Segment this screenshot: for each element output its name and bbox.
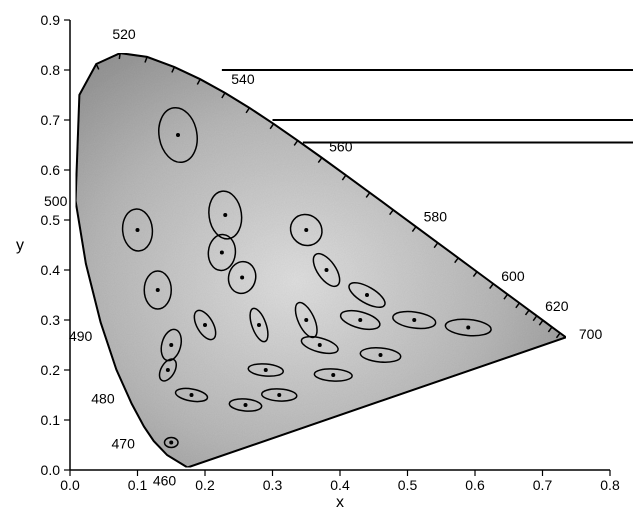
x-tick-label: 0.1 [128, 477, 148, 493]
ellipse-center [331, 373, 335, 377]
ellipse-center [156, 288, 160, 292]
ellipse-center [240, 276, 244, 280]
ellipse-center [220, 251, 224, 255]
x-tick-label: 0.3 [263, 477, 283, 493]
ellipse-center [466, 326, 470, 330]
y-tick-label: 0.9 [41, 12, 61, 28]
ellipse-center [176, 133, 180, 137]
ellipse-center [412, 318, 416, 322]
x-axis-label: x [336, 494, 344, 507]
y-tick-label: 0.3 [41, 312, 61, 328]
y-tick-label: 0.1 [41, 412, 61, 428]
ellipse-center [190, 393, 194, 397]
x-tick-label: 0.6 [465, 477, 485, 493]
y-tick-label: 0.7 [41, 112, 61, 128]
ellipse-center [244, 403, 248, 407]
ellipse-center [358, 318, 362, 322]
wavelength-label: 470 [112, 436, 136, 452]
ellipse-center [257, 323, 261, 327]
chart-svg: 0.0 0.1 0.2 0.3 0.4 0.5 0.6 0.7 0.8 0.0 0.1 0.2 0.3 0… [0, 0, 633, 507]
wavelength-label: 480 [91, 391, 115, 407]
x-tick-label: 0.7 [533, 477, 553, 493]
x-tick-label: 0.0 [60, 477, 80, 493]
wavelength-label: 620 [545, 298, 569, 314]
y-axis-label: y [16, 237, 24, 254]
x-tick-label: 0.8 [600, 477, 620, 493]
ellipse-center [379, 353, 383, 357]
wavelength-label: 540 [231, 71, 255, 87]
ellipse-center [365, 293, 369, 297]
wavelength-label: 700 [579, 326, 603, 342]
wavelength-label: 560 [329, 139, 353, 155]
ellipse-center [169, 343, 173, 347]
ellipse-center [325, 268, 329, 272]
chromaticity-chart: 0.0 0.1 0.2 0.3 0.4 0.5 0.6 0.7 0.8 0.0 0.1 0.2 0.3 0… [0, 0, 633, 507]
wavelength-label: 580 [424, 209, 448, 225]
y-tick-label: 0.2 [41, 362, 61, 378]
x-tick-label: 0.4 [330, 477, 350, 493]
wavelength-label: 460 [153, 473, 177, 489]
y-tick-label: 0.0 [41, 462, 61, 478]
ellipse-center [304, 318, 308, 322]
ellipse-center [136, 228, 140, 232]
y-tick-label: 0.6 [41, 162, 61, 178]
ellipse-center [169, 441, 173, 445]
x-tick-label: 0.2 [195, 477, 215, 493]
y-tick-label: 0.8 [41, 62, 61, 78]
wavelength-label: 600 [501, 268, 525, 284]
ellipse-center [304, 228, 308, 232]
spectral-locus [76, 53, 566, 467]
ellipse-center [223, 213, 227, 217]
ellipse-center [203, 323, 207, 327]
wavelength-label: 500 [44, 193, 68, 209]
ellipse-center [277, 393, 281, 397]
ellipse-center [166, 368, 170, 372]
wavelength-label: 490 [69, 328, 93, 344]
ellipse-center [264, 368, 268, 372]
y-tick-label: 0.5 [41, 212, 61, 228]
x-tick-label: 0.5 [398, 477, 418, 493]
y-tick-label: 0.4 [41, 262, 61, 278]
wavelength-label: 520 [112, 26, 136, 42]
ellipse-center [318, 343, 322, 347]
